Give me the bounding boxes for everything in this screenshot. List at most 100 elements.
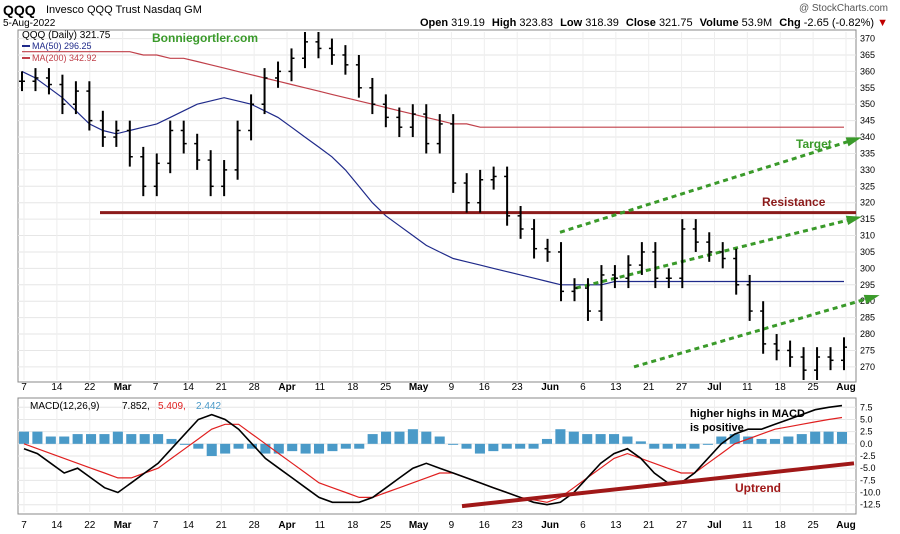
price-bar [598,265,605,321]
price-x-tick-label: 16 [479,382,491,393]
macd-histogram-bar [635,441,646,444]
price-bar [153,153,160,197]
chart-date: 5-Aug-2022 [3,18,56,29]
macd-histogram-bar [595,434,606,444]
macd-histogram-bar [649,443,660,449]
price-bar [544,238,551,262]
chg-value: -2.65 (-0.82%) [803,17,875,29]
macd-x-tick-label: 22 [84,520,96,531]
price-x-tick-label: Jun [541,382,559,393]
macd-histogram-bar [367,434,378,444]
price-y-tick-label: 355 [860,83,875,93]
price-y-tick-label: 320 [860,198,875,208]
legend-ma50-label: MA(50) 296.25 [32,41,92,51]
macd-histogram-bar [421,431,432,444]
quote-strip: Open 319.19 High 323.83 Low 318.39 Close… [416,17,888,29]
macd-y-tick-label: -7.5 [860,475,876,485]
close-label: Close [625,17,656,29]
open-label: Open [419,17,449,29]
price-y-tick-label: 365 [860,50,875,60]
price-x-tick-label: 14 [51,382,63,393]
macd-histogram-bar [112,431,123,444]
price-bar [140,146,147,197]
price-bar [760,301,767,354]
legend-ma200: MA(200) 342.92 [22,53,97,63]
annotation-higher-highs: higher highs in MACD [690,408,805,420]
macd-histogram-bar [515,443,526,449]
price-bar [692,219,699,252]
macd-x-tick-label: 9 [449,520,455,531]
price-bar [328,38,335,65]
price-bar [86,81,93,131]
macd-x-tick-label: 11 [742,520,753,531]
macd-x-tick-label: Jun [541,520,559,531]
price-y-tick-label: 275 [860,345,875,355]
price-bar [167,120,174,174]
price-chart: 2702752802852902953003053103153203253303… [17,29,880,393]
price-bar [72,81,79,115]
price-y-tick-label: 330 [860,165,875,175]
price-x-tick-label: 7 [153,382,159,393]
price-y-tick-label: 300 [860,263,875,273]
macd-histogram-bar [555,429,566,444]
macd-histogram-bar [769,438,780,444]
price-bar [638,242,645,275]
macd-histogram-bar [582,434,593,444]
price-panel-title: QQQ (Daily) 321.75 [22,30,111,41]
macd-y-tick-label: 7.5 [860,402,873,412]
price-bar [261,68,268,115]
channel-lower-line [633,296,871,369]
price-bar [113,120,120,147]
price-bar [288,48,295,82]
price-x-tick-label: 18 [347,382,359,393]
macd-x-tick-label: 25 [380,520,392,531]
price-bar [45,68,52,95]
price-bar [59,74,66,115]
price-bar [706,232,713,262]
macd-histogram-bar [676,443,687,449]
macd-histogram-bar [99,434,110,444]
price-bar [571,278,578,302]
channel-upper-line [559,138,853,234]
macd-histogram-bar [568,431,579,444]
price-bar [679,219,686,289]
macd-histogram-bar [488,443,499,452]
macd-histogram-bar [609,434,620,444]
price-bar [382,94,389,128]
uptrend-line [461,461,855,509]
close-value: 321.75 [658,17,693,29]
macd-histogram-bar [313,443,325,454]
macd-x-tick-label: May [409,520,429,531]
macd-signal-line [23,416,843,503]
macd-x-tick-label: 14 [183,520,195,531]
macd-histogram-bar [407,429,418,444]
macd-x-tick-label: Jul [707,520,722,531]
macd-title-label: MACD(12,26,9) [30,401,99,412]
price-x-tick-label: 11 [742,382,753,393]
price-bar [504,166,511,226]
price-x-tick-label: 21 [643,382,655,393]
macd-title-signal: 5.409, [158,401,186,412]
price-bar [221,160,228,197]
macd-y-tick-label: -2.5 [860,451,876,461]
macd-histogram-bar [45,436,56,444]
macd-x-tick-label: 7 [21,520,27,531]
price-y-tick-label: 340 [860,132,875,142]
macd-histogram-bar [72,434,83,444]
channel-arrow-icon [845,215,862,225]
chg-label: Chg [779,17,801,29]
macd-x-tick-label: 21 [216,520,228,531]
price-bar [436,114,443,154]
price-bar [19,71,25,92]
macd-histogram-bar [796,434,807,444]
price-bar [665,268,672,289]
price-bar [396,107,403,138]
price-x-tick-label: 11 [315,382,326,393]
volume-value: 53.9M [741,17,773,29]
price-x-tick-label: 18 [775,382,787,393]
price-y-tick-label: 360 [860,66,875,76]
macd-histogram-bar [18,431,30,444]
macd-y-tick-label: 0.0 [860,439,873,449]
price-bar [773,334,780,361]
price-bar [99,110,106,147]
